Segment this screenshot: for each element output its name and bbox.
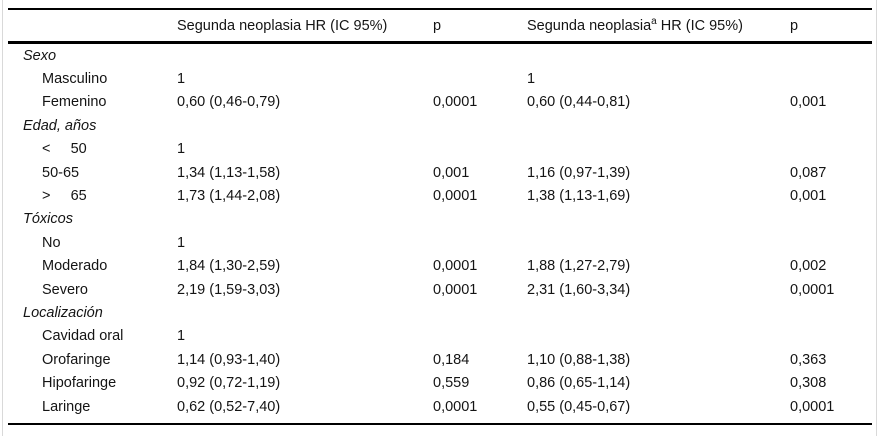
hazard-ratio-table: Segunda neoplasia HR (IC 95%) p Segunda …: [8, 8, 872, 426]
data-row-hipofaringe: Hipofaringe 0,92 (0,72-1,19) 0,559 0,86 …: [8, 371, 872, 394]
hr-model2-cell: [527, 138, 790, 161]
p-model2-cell: [790, 231, 872, 254]
row-label: No: [42, 234, 61, 251]
column-header-model2-text: Segunda neoplasia: [527, 17, 652, 34]
p-model2-cell: 0,087: [790, 164, 827, 181]
column-header-model2-rest: HR (IC 95%): [656, 17, 743, 34]
p-model1-cell: [433, 231, 527, 254]
spacer-cell: [8, 418, 872, 424]
hr-model1-cell: 1,34 (1,13-1,58): [177, 164, 281, 181]
data-row-masculino: Masculino 1 1: [8, 67, 872, 90]
p-model1-cell: [433, 325, 527, 348]
p-model2-cell: 0,001: [790, 188, 827, 205]
hr-model1-cell: 2,19 (1,59-3,03): [177, 281, 281, 298]
row-label: Laringe: [42, 398, 91, 415]
row-label: Femenino: [42, 94, 107, 111]
row-label: Severo: [42, 281, 88, 298]
column-header-p2: p: [790, 9, 872, 44]
p-model1-cell: 0,0001: [433, 258, 478, 275]
section-row-edad: Edad, años: [8, 114, 872, 137]
data-row-severo: Severo 2,19 (1,59-3,03) 0,0001 2,31 (1,6…: [8, 278, 872, 301]
p-model1-cell: 0,0001: [433, 94, 478, 111]
row-label: Moderado: [42, 258, 108, 275]
hr-model1-cell: 0,92 (0,72-1,19): [177, 375, 281, 392]
row-label: Masculino: [42, 71, 108, 88]
hr-model2-cell: 1: [527, 71, 536, 88]
hr-model1-cell: 0,60 (0,46-0,79): [177, 94, 281, 111]
section-row-localizacion: Localización: [8, 301, 872, 324]
p-model2-cell: [790, 67, 872, 90]
p-model2-cell: 0,363: [790, 351, 827, 368]
row-label: > 65: [42, 188, 87, 205]
data-row-mayor-65: > 65 1,73 (1,44-2,08) 0,0001 1,38 (1,13-…: [8, 184, 872, 207]
p-model1-cell: 0,559: [433, 375, 470, 392]
hr-model2-cell: 1,10 (0,88-1,38): [527, 351, 631, 368]
p-model1-cell: 0,001: [433, 164, 470, 181]
p-model2-cell: [790, 325, 872, 348]
row-label: Orofaringe: [42, 351, 111, 368]
row-label: 50-65: [42, 164, 80, 181]
column-header-p1: p: [433, 9, 527, 44]
row-label: Cavidad oral: [42, 328, 124, 345]
column-header-empty: [8, 9, 177, 44]
hr-model2-cell: 0,86 (0,65-1,14): [527, 375, 631, 392]
hr-model1-cell: 1,14 (0,93-1,40): [177, 351, 281, 368]
data-row-no: No 1: [8, 231, 872, 254]
hr-model2-cell: 1,38 (1,13-1,69): [527, 188, 631, 205]
hr-model2-cell: 1,88 (1,27-2,79): [527, 258, 631, 275]
data-row-orofaringe: Orofaringe 1,14 (0,93-1,40) 0,184 1,10 (…: [8, 348, 872, 371]
hr-model2-cell: 0,60 (0,44-0,81): [527, 94, 631, 111]
column-header-model1: Segunda neoplasia HR (IC 95%): [177, 9, 433, 44]
p-model1-cell: [433, 67, 527, 90]
hr-model1-cell: 1: [177, 141, 186, 158]
hr-model2-cell: 1,16 (0,97-1,39): [527, 164, 631, 181]
p-model1-cell: 0,184: [433, 351, 470, 368]
p-model2-cell: 0,0001: [790, 398, 835, 415]
hr-model2-cell: [527, 325, 790, 348]
p-model1-cell: 0,0001: [433, 398, 478, 415]
data-row-moderado: Moderado 1,84 (1,30-2,59) 0,0001 1,88 (1…: [8, 255, 872, 278]
hr-model2-cell: 0,55 (0,45-0,67): [527, 398, 631, 415]
p-model2-cell: [790, 138, 872, 161]
data-row-cavidad-oral: Cavidad oral 1: [8, 325, 872, 348]
p-model2-cell: 0,001: [790, 94, 827, 111]
hr-model2-cell: 2,31 (1,60-3,34): [527, 281, 631, 298]
section-label: Localización: [23, 304, 103, 321]
header-row: Segunda neoplasia HR (IC 95%) p Segunda …: [8, 9, 872, 44]
p-model2-cell: 0,308: [790, 375, 827, 392]
hr-model1-cell: 1: [177, 234, 186, 251]
hr-model1-cell: 1,84 (1,30-2,59): [177, 258, 281, 275]
hr-model1-cell: 0,62 (0,52-7,40): [177, 398, 281, 415]
section-label: Edad, años: [23, 117, 97, 134]
spacer-row: [8, 418, 872, 424]
footnote-marker-a: a: [651, 15, 657, 27]
hr-model1-cell: 1: [177, 71, 186, 88]
p-model2-cell: 0,0001: [790, 281, 835, 298]
hr-model2-cell: [527, 231, 790, 254]
data-row-laringe: Laringe 0,62 (0,52-7,40) 0,0001 0,55 (0,…: [8, 395, 872, 418]
section-row-sexo: Sexo: [8, 43, 872, 68]
p-model2-cell: 0,002: [790, 258, 827, 275]
section-label: Tóxicos: [23, 211, 73, 228]
section-label: Sexo: [23, 47, 57, 64]
column-header-model2: Segunda neoplasiaa HR (IC 95%): [527, 9, 790, 44]
row-label: < 50: [42, 141, 87, 158]
hr-model1-cell: 1,73 (1,44-2,08): [177, 188, 281, 205]
section-row-toxicos: Tóxicos: [8, 208, 872, 231]
data-row-50-65: 50-65 1,34 (1,13-1,58) 0,001 1,16 (0,97-…: [8, 161, 872, 184]
p-model1-cell: [433, 138, 527, 161]
row-label: Hipofaringe: [42, 375, 117, 392]
p-model1-cell: 0,0001: [433, 188, 478, 205]
p-model1-cell: 0,0001: [433, 281, 478, 298]
data-row-femenino: Femenino 0,60 (0,46-0,79) 0,0001 0,60 (0…: [8, 91, 872, 114]
data-row-menor-50: < 50 1: [8, 138, 872, 161]
hr-model1-cell: 1: [177, 328, 186, 345]
